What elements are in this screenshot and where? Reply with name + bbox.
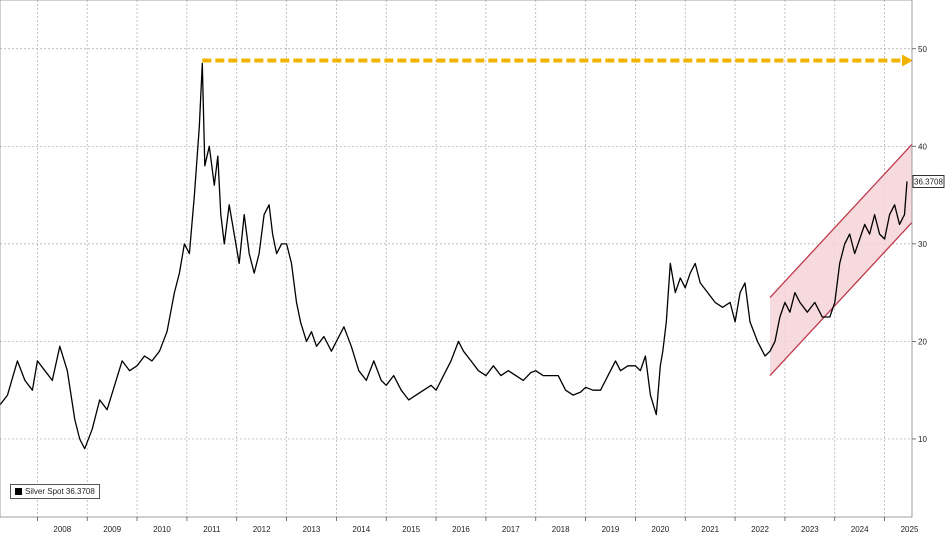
last-value-tag: 36.3708 bbox=[912, 175, 945, 188]
x-tick-label: 2016 bbox=[452, 525, 470, 534]
x-tick-label: 2021 bbox=[701, 525, 719, 534]
x-axis: 2008 2009 2010 2011 2012 2013 2014 2015 2016 2017… bbox=[36, 517, 919, 534]
x-tick-label: 2011 bbox=[203, 525, 221, 534]
y-axis: 10 20 30 40 50 bbox=[912, 45, 927, 444]
x-tick-label: 2023 bbox=[801, 525, 819, 534]
x-tick-label: 2010 bbox=[153, 525, 171, 534]
y-tick-label: 30 bbox=[918, 240, 927, 249]
y-tick-label: 20 bbox=[918, 337, 927, 346]
x-tick-label: 2014 bbox=[352, 525, 370, 534]
last-value-label: 36.3708 bbox=[914, 177, 943, 186]
x-tick-label: 2013 bbox=[303, 525, 321, 534]
legend-label: Silver Spot 36.3708 bbox=[25, 487, 95, 496]
chart-legend: Silver Spot 36.3708 bbox=[10, 484, 100, 499]
x-tick-label: 2019 bbox=[602, 525, 620, 534]
y-tick-label: 10 bbox=[918, 435, 927, 444]
last-value-box bbox=[912, 175, 945, 188]
silver-spot-line bbox=[0, 62, 908, 450]
legend-swatch bbox=[15, 488, 22, 495]
x-tick-label: 2008 bbox=[53, 525, 71, 534]
x-tick-label: 2020 bbox=[651, 525, 669, 534]
x-tick-label: 2024 bbox=[851, 525, 869, 534]
x-tick-label: 2015 bbox=[402, 525, 420, 534]
y-tick-label: 40 bbox=[918, 142, 927, 151]
x-tick-label: 2012 bbox=[253, 525, 271, 534]
x-tick-label: 2022 bbox=[751, 525, 769, 534]
y-tick-label: 50 bbox=[918, 45, 927, 54]
channel-upper-line bbox=[769, 143, 913, 298]
gridlines bbox=[0, 0, 912, 517]
channel-lower-line bbox=[769, 221, 913, 376]
x-tick-label: 2017 bbox=[502, 525, 520, 534]
x-tick-label: 2009 bbox=[103, 525, 121, 534]
plot-frame bbox=[0, 0, 913, 518]
record-high-arrowhead bbox=[902, 54, 913, 67]
x-tick-label: 2018 bbox=[552, 525, 570, 534]
x-tick-label: 2025 bbox=[901, 525, 919, 534]
chart-annotations bbox=[202, 54, 913, 376]
